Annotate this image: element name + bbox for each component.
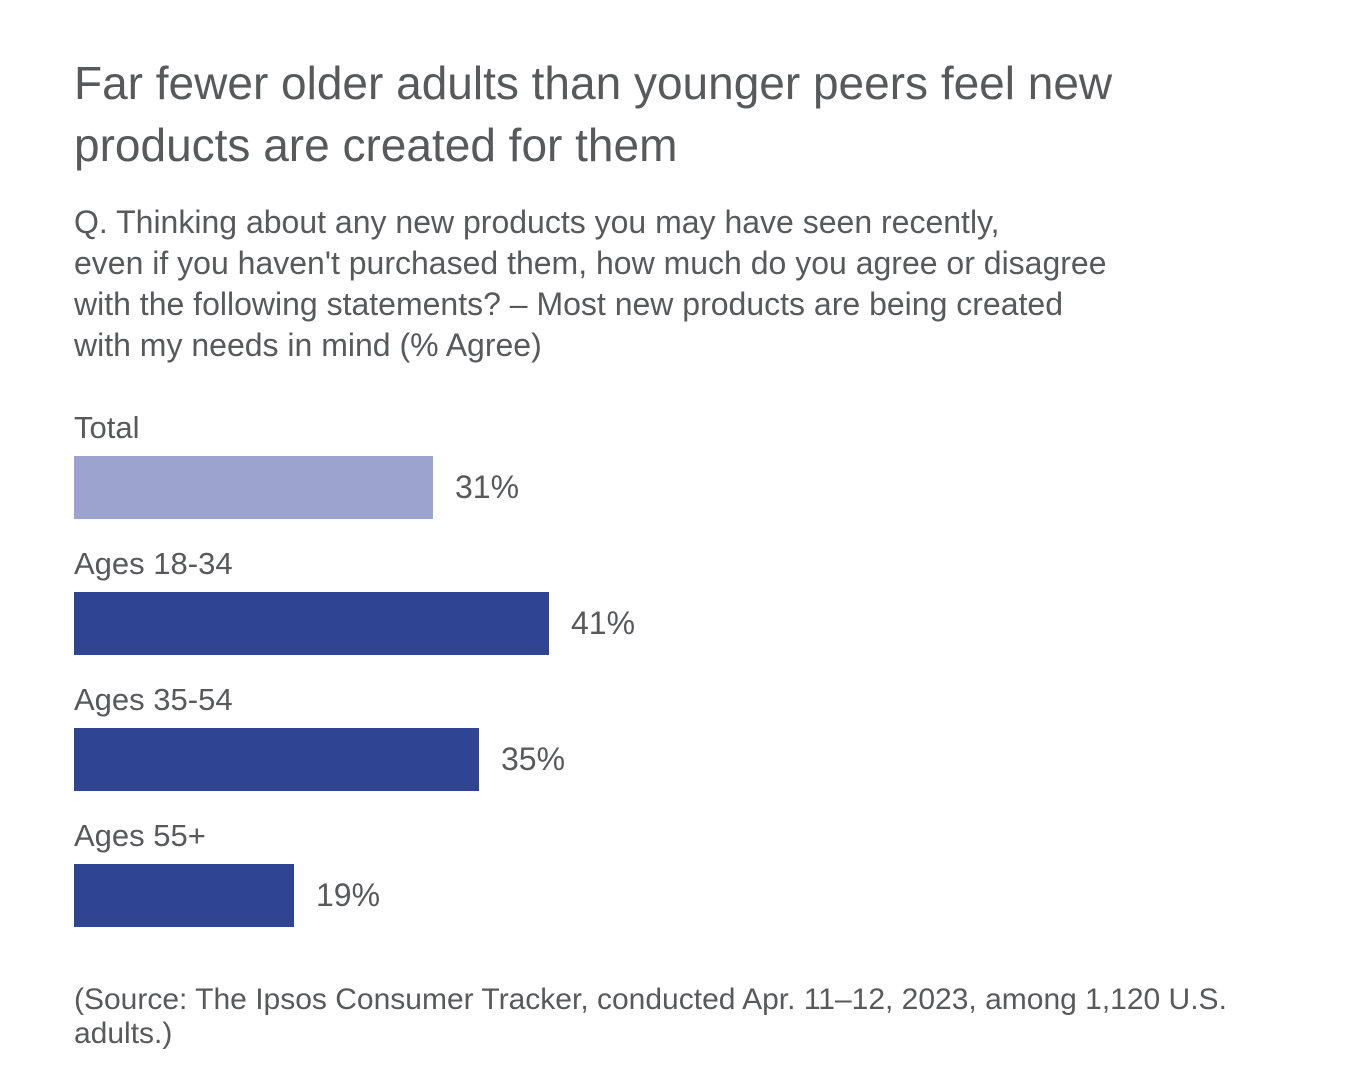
value-label: 35% [501,741,566,777]
bar [74,456,433,519]
bar-line: 41% [74,592,1292,655]
value-label: 41% [571,605,636,641]
bar-line: 31% [74,456,1292,519]
value-label: 19% [316,877,381,913]
chart-row: Ages 55+ 19% [74,820,1292,927]
chart-row: Ages 18-34 41% [74,548,1292,655]
bar-line: 19% [74,864,1292,927]
bar [74,864,294,927]
bar [74,728,479,791]
chart-subtitle: Q. Thinking about any new products you m… [74,204,1107,363]
chart-row: Ages 35-54 35% [74,684,1292,791]
category-label: Total [74,410,140,445]
bar [74,592,549,655]
category-label: Ages 55+ [74,818,206,853]
value-label: 31% [455,469,520,505]
source-note: (Source: The Ipsos Consumer Tracker, con… [74,983,1227,1050]
category-label: Ages 35-54 [74,682,233,717]
chart-title: Far fewer older adults than younger peer… [74,57,1113,171]
bar-chart: Total 31% Ages 18-34 41% Ages 35-54 35% … [74,412,1292,927]
bar-line: 35% [74,728,1292,791]
category-label: Ages 18-34 [74,546,233,581]
chart-row: Total 31% [74,412,1292,519]
